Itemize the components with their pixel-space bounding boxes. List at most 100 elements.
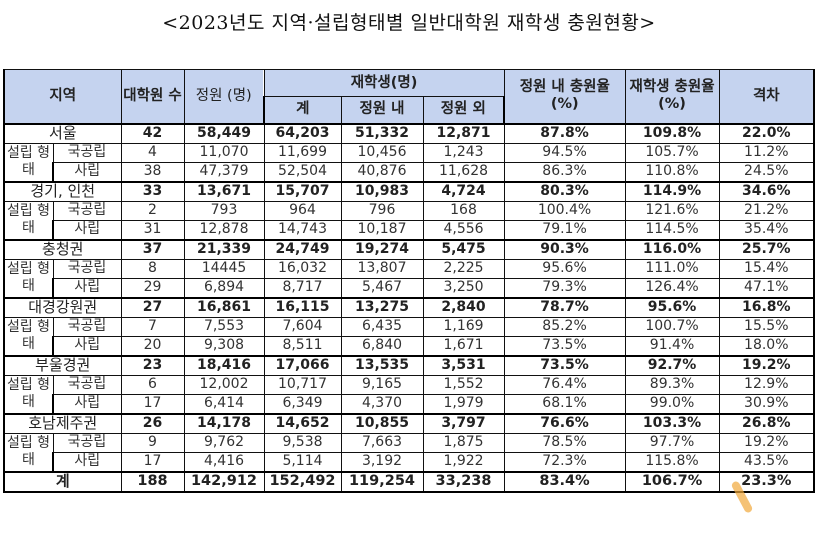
cell-enrolled-outside: 168 [422, 200, 505, 221]
cell-gap: 16.8% [718, 296, 816, 318]
cell-enrolled-within: 19,274 [340, 238, 424, 260]
cell-fill-rate-within: 72.3% [503, 451, 626, 472]
header-enrolled-total: 계 [263, 96, 342, 124]
cell-fill-rate-within: 79.3% [503, 277, 626, 298]
cell-enrolled-outside: 3,531 [422, 354, 505, 376]
header-enrolled-outside: 정원 외 [422, 96, 506, 124]
cell-grad-schools: 17 [120, 393, 185, 414]
cell-enrolled-within: 119,254 [340, 470, 424, 493]
subtype-private: 사립 [52, 451, 122, 472]
cell-fill-rate-enrolled: 121.6% [624, 200, 720, 221]
header-grad-schools: 대학원 수 [120, 69, 185, 124]
cell-quota: 11,070 [183, 142, 265, 163]
cell-gap: 47.1% [718, 277, 816, 298]
cell-enrolled-total: 8,511 [263, 335, 342, 356]
cell-enrolled-total: 964 [263, 200, 342, 221]
cell-enrolled-outside: 33,238 [422, 470, 505, 493]
cell-enrolled-outside: 1,979 [422, 393, 505, 414]
cell-gap: 12.9% [718, 374, 816, 395]
cell-grad-schools: 17 [120, 451, 185, 472]
cell-fill-rate-enrolled: 100.7% [624, 316, 720, 337]
header-fill-rate-enrolled: 재학생 충원율 (%) [624, 69, 720, 124]
cell-enrolled-total: 14,743 [263, 219, 342, 240]
table-row-national-public: 설립 형태 국공립 2 793 964 796 168 100.4% 121.6% 21.2% [3, 200, 816, 240]
table-row-national-public: 설립 형태 국공립 8 14445 16,032 13,807 2,225 95.6% 111.… [3, 258, 816, 298]
subtype-national-public: 국공립 [52, 258, 122, 279]
table-row-private: 사립 17 4,416 5,114 3,192 1,922 72.3% 115.8% 43.5% [4, 451, 816, 472]
total-label: 계 [3, 470, 122, 493]
cell-enrolled-outside: 2,840 [422, 296, 505, 318]
cell-enrolled-total: 16,115 [263, 296, 342, 318]
cell-fill-rate-within: 94.5% [503, 142, 626, 163]
region-name: 경기, 인천 [3, 180, 122, 202]
cell-fill-rate-enrolled: 91.4% [624, 335, 720, 356]
cell-grad-schools: 9 [120, 432, 185, 453]
header-gap: 격차 [718, 69, 816, 124]
cell-fill-rate-enrolled: 89.3% [624, 374, 720, 395]
cell-quota: 18,416 [183, 354, 265, 376]
table-row-private: 사립 29 6,894 8,717 5,467 3,250 79.3% 126.4% 47.1% [4, 277, 816, 298]
cell-grad-schools: 6 [120, 374, 185, 395]
cell-fill-rate-enrolled: 109.8% [624, 122, 720, 144]
cell-gap: 21.2% [718, 200, 816, 221]
cell-enrolled-outside: 2,225 [422, 258, 505, 279]
cell-fill-rate-within: 86.3% [503, 161, 626, 182]
header-quota: 정원 (명) [183, 69, 265, 124]
cell-gap: 18.0% [718, 335, 816, 356]
cell-quota: 142,912 [183, 470, 265, 493]
cell-fill-rate-enrolled: 105.7% [624, 142, 720, 163]
cell-gap: 43.5% [718, 451, 816, 472]
cell-enrolled-total: 152,492 [263, 470, 342, 493]
cell-enrolled-outside: 4,556 [422, 219, 505, 240]
cell-enrolled-total: 10,717 [263, 374, 342, 395]
cell-gap: 25.7% [718, 238, 816, 260]
cell-enrolled-within: 7,663 [340, 432, 424, 453]
cell-enrolled-total: 11,699 [263, 142, 342, 163]
region-name: 호남제주권 [3, 412, 122, 434]
cell-enrolled-within: 6,435 [340, 316, 424, 337]
cell-grad-schools: 23 [120, 354, 185, 376]
cell-fill-rate-within: 87.8% [503, 122, 626, 144]
cell-grad-schools: 33 [120, 180, 185, 202]
subtype-private: 사립 [52, 277, 122, 298]
cell-gap: 23.3% [718, 470, 816, 493]
cell-grad-schools: 8 [120, 258, 185, 279]
cell-enrolled-total: 52,504 [263, 161, 342, 182]
cell-fill-rate-enrolled: 126.4% [624, 277, 720, 298]
cell-quota: 7,553 [183, 316, 265, 337]
cell-quota: 9,308 [183, 335, 265, 356]
cell-quota: 4,416 [183, 451, 265, 472]
cell-enrolled-outside: 1,552 [422, 374, 505, 395]
subtype-private: 사립 [52, 393, 122, 414]
cell-fill-rate-enrolled: 106.7% [624, 470, 720, 493]
cell-gap: 15.4% [718, 258, 816, 279]
cell-enrolled-outside: 1,169 [422, 316, 505, 337]
header-fill-rate-within: 정원 내 충원율 (%) [503, 69, 626, 124]
table-row-region: 호남제주권 26 14,178 14,652 10,855 3,797 76.6% 103.3… [3, 412, 816, 434]
cell-fill-rate-within: 83.4% [503, 470, 626, 493]
header-enrolled-group: 재학생(명) [263, 69, 505, 97]
cell-fill-rate-within: 73.5% [503, 354, 626, 376]
group-label: 설립 형태 [3, 432, 54, 472]
cell-enrolled-within: 13,535 [340, 354, 424, 376]
table-row-region: 서울 42 58,449 64,203 51,332 12,871 87.8% 109.8% 2… [3, 122, 816, 144]
table-row-region: 부울경권 23 18,416 17,066 13,535 3,531 73.5% 92.7% 1… [3, 354, 816, 376]
subtype-national-public: 국공립 [52, 316, 122, 337]
table-row-national-public: 설립 형태 국공립 7 7,553 7,604 6,435 1,169 85.2% 100.7%… [3, 316, 816, 356]
subtype-private: 사립 [52, 335, 122, 356]
cell-gap: 30.9% [718, 393, 816, 414]
cell-fill-rate-within: 78.7% [503, 296, 626, 318]
cell-enrolled-within: 10,187 [340, 219, 424, 240]
cell-enrolled-total: 17,066 [263, 354, 342, 376]
cell-enrolled-within: 796 [340, 200, 424, 221]
cell-enrolled-outside: 1,922 [422, 451, 505, 472]
cell-fill-rate-enrolled: 103.3% [624, 412, 720, 434]
table-row-region: 경기, 인천 33 13,671 15,707 10,983 4,724 80.3% 114.… [3, 180, 816, 202]
cell-enrolled-within: 10,855 [340, 412, 424, 434]
table-row-private: 사립 31 12,878 14,743 10,187 4,556 79.1% 114.5% 35… [4, 219, 816, 240]
cell-fill-rate-enrolled: 110.8% [624, 161, 720, 182]
page-title: <2023년도 지역·설립형태별 일반대학원 재학생 충원현황> [162, 12, 656, 34]
group-label: 설립 형태 [3, 142, 54, 182]
cell-quota: 47,379 [183, 161, 265, 182]
subtype-national-public: 국공립 [52, 374, 122, 395]
